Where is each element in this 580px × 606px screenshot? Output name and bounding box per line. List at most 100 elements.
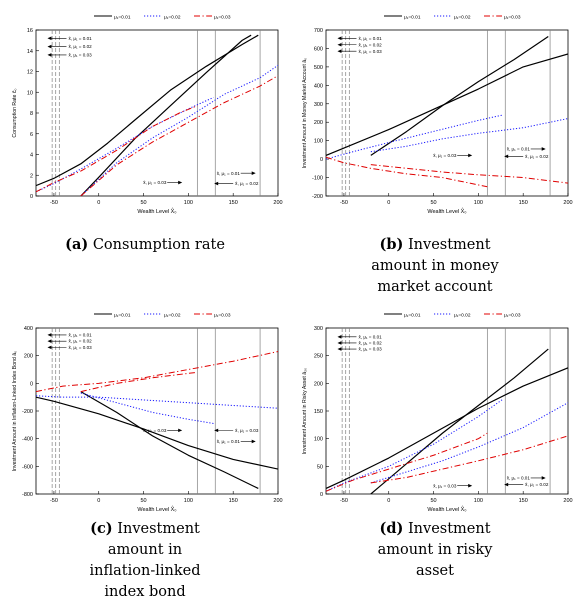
y-axis-label: Investment Amount in Inflation-Linked In… xyxy=(12,351,18,472)
annotation-arrowhead xyxy=(251,439,256,444)
plot-area xyxy=(326,30,568,196)
y-tick-label: 500 xyxy=(314,65,323,71)
y-tick-label: -200 xyxy=(22,409,33,415)
annotation-arrowhead xyxy=(47,339,52,343)
legend-label-3: μ₁=0.03 xyxy=(214,15,231,21)
caption-a-line-1: Consumption rate xyxy=(92,237,225,253)
annotation-label: x̂, μ₁ = 0.02 xyxy=(68,44,92,49)
annotation-arrowhead xyxy=(47,333,52,337)
caption-c: (c) Investment amount in inflation-linke… xyxy=(20,518,270,603)
caption-a-letter: (a) xyxy=(65,236,89,253)
x-tick-label: 50 xyxy=(140,200,146,206)
annotation-arrowhead xyxy=(178,428,183,433)
series-line-blue-4 xyxy=(80,392,214,424)
y-tick-label: 100 xyxy=(314,437,323,443)
series-line-black-1 xyxy=(326,367,568,490)
series-line-black-2 xyxy=(80,34,252,196)
annotation-arrowhead xyxy=(541,476,546,480)
x-tick-label: -50 xyxy=(340,498,348,504)
series-line-red-5 xyxy=(36,351,278,393)
y-tick-label: 0 xyxy=(30,194,33,200)
legend: μ₁=0.01 μ₁=0.02 μ₁=0.03 xyxy=(94,15,231,21)
annotations: x̂, μ₁ = 0.01 x̂, μ₁ = 0.02 x̂, μ₁ = 0.03 x… xyxy=(47,36,259,186)
y-tick-label: 600 xyxy=(314,46,323,52)
series-line-red-6 xyxy=(80,371,198,393)
legend-label-1: μ₁=0.01 xyxy=(114,313,131,319)
annotation-arrowhead xyxy=(251,171,256,175)
y-tick-label: -200 xyxy=(312,194,323,200)
y-tick-label: 12 xyxy=(27,70,33,76)
y-axis-label: Investment Amount in Money Market Accoun… xyxy=(302,58,308,169)
y-axis-label: Investment Amount in Risky Asset â₂₀ xyxy=(302,368,308,455)
annotation-label: x̂, μ₁ = 0.03 xyxy=(235,428,259,433)
y-tick-label: 250 xyxy=(314,354,323,360)
annotation-label: x̂, μ₁ = 0.03 xyxy=(433,483,457,488)
series-line-red-6 xyxy=(370,435,568,484)
x-tick-label: 0 xyxy=(387,200,390,206)
y-tick-label: 10 xyxy=(27,90,33,96)
caption-d-letter: (d) xyxy=(379,520,404,537)
annotations: x̂, μ₁ = 0.01x̂, μ₁ = 0.02x̂, μ₁ = 0.03x… xyxy=(47,333,259,444)
caption-d-line-2: amount in risky xyxy=(377,542,493,558)
annotation-label: x̂, μ₁ = 0.01 xyxy=(217,439,241,444)
caption-b-line-1: Investment xyxy=(407,237,491,253)
caption-b-line-2: amount in money xyxy=(371,258,499,274)
plot-area xyxy=(36,30,278,196)
x-tick-label: 100 xyxy=(184,200,193,206)
y-tick-label: 300 xyxy=(314,102,323,108)
legend: μ₁=0.01 μ₁=0.02 μ₁=0.03 xyxy=(94,313,231,319)
annotation-label: x̂, μ₁ = 0.01 xyxy=(358,334,382,339)
y-tick-label: 100 xyxy=(314,139,323,145)
caption-c-letter: (c) xyxy=(90,520,113,537)
x-tick-label: 150 xyxy=(229,498,238,504)
series-line-red-5 xyxy=(326,432,488,492)
plot-frame xyxy=(325,327,569,495)
series-line-blue-3 xyxy=(326,114,504,160)
y-tick-label: -800 xyxy=(22,492,33,498)
annotation-arrowhead xyxy=(337,347,342,351)
annotation-label: x̂, μ₁ = 0.02 xyxy=(525,154,549,159)
chart-consumption-rate: μ₁=0.01 μ₁=0.02 μ₁=0.03 -50 0 50 100 150 200 0 2 4 6… xyxy=(0,0,290,232)
annotation-label: x̂, μ₁ = 0.03 xyxy=(143,180,167,185)
y-tick-label: 0 xyxy=(30,381,33,387)
annotation-label: x̂, μ₁ = 0.01 xyxy=(507,476,531,481)
annotation-arrowhead xyxy=(337,42,342,47)
plot-area xyxy=(36,328,278,494)
annotation-arrowhead xyxy=(468,483,473,488)
legend: μ₁=0.01 μ₁=0.02 μ₁=0.03 xyxy=(384,15,521,21)
annotations: x̂, μ₁ = 0.01x̂, μ₁ = 0.02x̂, μ₁ = 0.03x… xyxy=(337,334,549,488)
y-tick-label: 200 xyxy=(314,120,323,126)
x-tick-label: -50 xyxy=(340,200,348,206)
annotation-arrowhead xyxy=(337,49,342,54)
y-tick-label: 4 xyxy=(30,153,33,159)
x-tick-label: 50 xyxy=(140,498,146,504)
annotation-label: x̂, μ₁ = 0.01 xyxy=(68,36,92,41)
annotation-arrowhead xyxy=(504,154,509,159)
y-tick-label: 16 xyxy=(27,28,33,34)
annotation-arrowhead xyxy=(468,153,473,158)
x-tick-label: 200 xyxy=(563,498,572,504)
annotation-label: x̂, μ₁ = 0.03 xyxy=(68,53,92,58)
caption-b-letter: (b) xyxy=(379,236,404,253)
caption-d-line-3: asset xyxy=(416,563,454,579)
x-tick-label: 100 xyxy=(474,498,483,504)
y-tick-label: 6 xyxy=(30,132,33,138)
annotation-arrowhead xyxy=(214,181,219,186)
annotation-arrowhead xyxy=(541,147,546,151)
legend-label-1: μ₁=0.01 xyxy=(404,313,421,319)
annotation-arrowhead xyxy=(178,180,183,185)
x-axis-label: Wealth Level X̂₀ xyxy=(137,208,176,215)
chart-index-bond: μ₁=0.01 μ₁=0.02 μ₁=0.03 -50 0 50 100 150 200 -800… xyxy=(0,298,290,530)
annotation-label: x̂, μ₁ = 0.01 xyxy=(68,333,92,338)
series-line-black-2 xyxy=(80,391,259,490)
annotation-label: x̂, μ₁ = 0.02 xyxy=(525,482,549,487)
legend-label-1: μ₁=0.01 xyxy=(404,15,421,21)
plot-area xyxy=(326,328,568,494)
y-tick-label: 400 xyxy=(314,83,323,89)
x-tick-label: -50 xyxy=(50,498,58,504)
series-line-blue-4 xyxy=(370,118,568,153)
caption-d: (d) Investment amount in risky asset xyxy=(310,518,560,582)
annotation-arrowhead xyxy=(337,335,342,339)
series-line-red-5 xyxy=(36,105,198,193)
series-line-red-6 xyxy=(80,75,278,196)
